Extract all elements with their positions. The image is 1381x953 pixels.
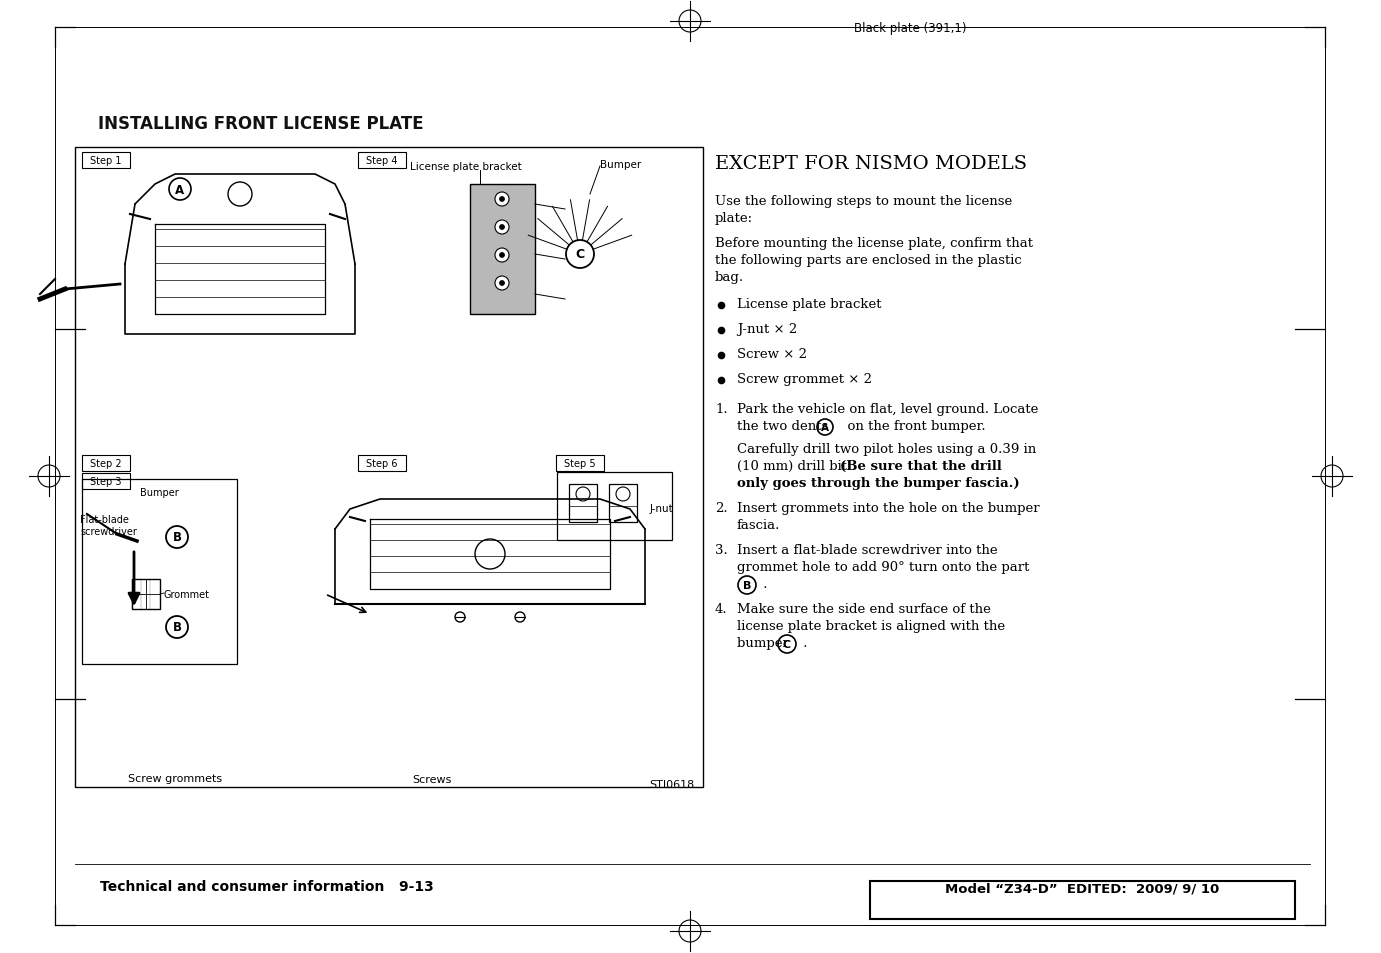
Text: bag.: bag. bbox=[715, 271, 744, 284]
Text: C: C bbox=[576, 248, 584, 261]
Bar bbox=[609, 484, 637, 522]
Circle shape bbox=[500, 197, 504, 202]
Text: Insert a flat-blade screwdriver into the: Insert a flat-blade screwdriver into the bbox=[737, 543, 997, 557]
Text: Before mounting the license plate, confirm that: Before mounting the license plate, confi… bbox=[715, 236, 1033, 250]
Text: J-nut: J-nut bbox=[650, 503, 674, 514]
Bar bbox=[358, 152, 406, 169]
Text: 3.: 3. bbox=[715, 543, 728, 557]
Text: Step 1: Step 1 bbox=[90, 156, 122, 166]
Text: C: C bbox=[783, 639, 791, 649]
Text: Step 6: Step 6 bbox=[366, 458, 398, 469]
Text: Model “Z34-D”  EDITED:  2009/ 9/ 10: Model “Z34-D” EDITED: 2009/ 9/ 10 bbox=[945, 882, 1219, 895]
Text: Screw grommets: Screw grommets bbox=[128, 773, 222, 783]
Bar bbox=[75, 148, 703, 787]
Text: Park the vehicle on flat, level ground. Locate: Park the vehicle on flat, level ground. … bbox=[737, 402, 1039, 416]
Bar bbox=[133, 579, 160, 609]
Text: grommet hole to add 90° turn onto the part: grommet hole to add 90° turn onto the pa… bbox=[737, 560, 1029, 574]
Bar bbox=[358, 456, 406, 472]
Text: (10 mm) drill bit.: (10 mm) drill bit. bbox=[737, 459, 855, 473]
Circle shape bbox=[494, 193, 510, 207]
Text: Use the following steps to mount the license: Use the following steps to mount the lic… bbox=[715, 194, 1012, 208]
Text: on the front bumper.: on the front bumper. bbox=[840, 419, 986, 433]
Circle shape bbox=[500, 225, 504, 231]
Text: 2.: 2. bbox=[715, 501, 728, 515]
Text: Black plate (391,1): Black plate (391,1) bbox=[853, 22, 967, 35]
Text: Step 2: Step 2 bbox=[90, 458, 122, 469]
Circle shape bbox=[494, 221, 510, 234]
Text: fascia.: fascia. bbox=[737, 518, 780, 532]
Bar bbox=[569, 484, 597, 522]
Text: bumper: bumper bbox=[737, 637, 793, 649]
Text: Bumper: Bumper bbox=[599, 160, 641, 170]
Bar bbox=[870, 882, 1295, 919]
Text: .: . bbox=[760, 578, 768, 590]
Text: B: B bbox=[173, 620, 181, 634]
Text: Screw grommet × 2: Screw grommet × 2 bbox=[737, 373, 871, 386]
Text: Step 4: Step 4 bbox=[366, 156, 398, 166]
Text: Step 5: Step 5 bbox=[565, 458, 595, 469]
Circle shape bbox=[494, 276, 510, 291]
Circle shape bbox=[494, 249, 510, 263]
Bar bbox=[470, 185, 534, 314]
Text: the two dents: the two dents bbox=[737, 419, 833, 433]
Text: Screws: Screws bbox=[413, 774, 452, 784]
Text: Grommet: Grommet bbox=[164, 589, 210, 599]
Circle shape bbox=[500, 281, 504, 286]
Text: Flat-blade
screwdriver: Flat-blade screwdriver bbox=[80, 515, 137, 537]
Text: 1.: 1. bbox=[715, 402, 728, 416]
Text: J-nut × 2: J-nut × 2 bbox=[737, 323, 797, 335]
Text: B: B bbox=[743, 580, 751, 590]
Text: Make sure the side end surface of the: Make sure the side end surface of the bbox=[737, 602, 992, 616]
Text: A: A bbox=[820, 422, 829, 433]
Text: Bumper: Bumper bbox=[139, 488, 178, 497]
Bar bbox=[81, 152, 130, 169]
Circle shape bbox=[500, 253, 504, 258]
Text: B: B bbox=[173, 531, 181, 544]
Text: INSTALLING FRONT LICENSE PLATE: INSTALLING FRONT LICENSE PLATE bbox=[98, 115, 424, 132]
Text: .: . bbox=[800, 637, 808, 649]
Text: Step 3: Step 3 bbox=[90, 476, 122, 486]
Text: License plate bracket: License plate bracket bbox=[410, 162, 522, 172]
Bar bbox=[81, 474, 130, 490]
Text: License plate bracket: License plate bracket bbox=[737, 297, 881, 311]
Text: Screw × 2: Screw × 2 bbox=[737, 348, 807, 360]
Text: plate:: plate: bbox=[715, 212, 753, 225]
Bar bbox=[557, 473, 673, 540]
Text: Carefully drill two pilot holes using a 0.39 in: Carefully drill two pilot holes using a … bbox=[737, 442, 1036, 456]
Text: Technical and consumer information   9-13: Technical and consumer information 9-13 bbox=[99, 879, 434, 893]
Text: STI0618: STI0618 bbox=[649, 780, 695, 789]
Text: EXCEPT FOR NISMO MODELS: EXCEPT FOR NISMO MODELS bbox=[715, 154, 1027, 172]
Text: only goes through the bumper fascia.): only goes through the bumper fascia.) bbox=[737, 476, 1019, 490]
Text: the following parts are enclosed in the plastic: the following parts are enclosed in the … bbox=[715, 253, 1022, 267]
Text: Insert grommets into the hole on the bumper: Insert grommets into the hole on the bum… bbox=[737, 501, 1040, 515]
Text: (Be sure that the drill: (Be sure that the drill bbox=[840, 459, 1001, 473]
Text: 4.: 4. bbox=[715, 602, 728, 616]
Text: license plate bracket is aligned with the: license plate bracket is aligned with th… bbox=[737, 619, 1005, 633]
Bar bbox=[81, 456, 130, 472]
Bar bbox=[557, 456, 603, 472]
Text: A: A bbox=[175, 183, 185, 196]
Bar bbox=[81, 479, 238, 664]
